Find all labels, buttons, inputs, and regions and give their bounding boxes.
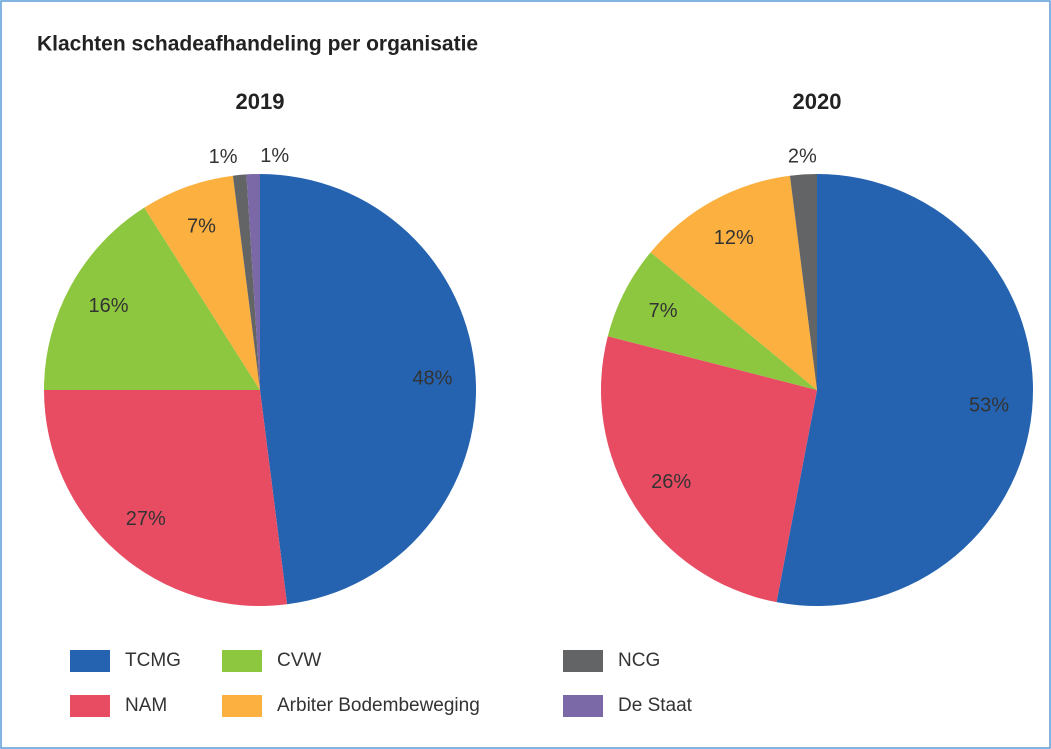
legend-swatch <box>222 695 262 717</box>
legend-swatch <box>70 695 110 717</box>
legend-label: TCMG <box>125 650 181 671</box>
data-label: 7% <box>187 216 216 238</box>
legend-swatch <box>222 650 262 672</box>
legend-swatch <box>563 650 603 672</box>
legend-label: De Staat <box>618 695 693 716</box>
legend-label: NAM <box>125 695 167 716</box>
pie-slice <box>44 390 288 606</box>
pie-slice <box>607 252 817 390</box>
data-label: 48% <box>412 367 452 389</box>
pie-title: 2019 <box>236 89 285 114</box>
legend-label: Arbiter Bodembeweging <box>277 695 480 716</box>
pie-slice <box>260 174 476 605</box>
pie-slice <box>776 174 1033 606</box>
data-label: 27% <box>126 508 166 530</box>
legend-swatch <box>563 695 603 717</box>
pie-slice <box>44 207 260 390</box>
data-label: 2% <box>788 145 817 167</box>
legend-swatch <box>70 650 110 672</box>
chart-title: Klachten schadeafhandeling per organisat… <box>37 33 478 56</box>
pie-slice <box>789 174 817 390</box>
legend-label: NCG <box>618 650 660 671</box>
pie-slice <box>144 175 260 390</box>
data-label: 16% <box>89 295 129 317</box>
legend-label: CVW <box>277 650 321 671</box>
data-label: 26% <box>651 471 691 493</box>
data-label: 1% <box>260 145 289 167</box>
data-label: 12% <box>714 227 754 249</box>
data-label: 53% <box>969 395 1009 417</box>
data-label: 7% <box>649 300 678 322</box>
pie-slice <box>650 175 817 390</box>
pie-slice <box>246 174 260 390</box>
pie-slice <box>601 336 817 603</box>
pie-title: 2020 <box>793 89 842 114</box>
pie-slice <box>232 174 260 390</box>
data-label: 1% <box>209 146 238 168</box>
